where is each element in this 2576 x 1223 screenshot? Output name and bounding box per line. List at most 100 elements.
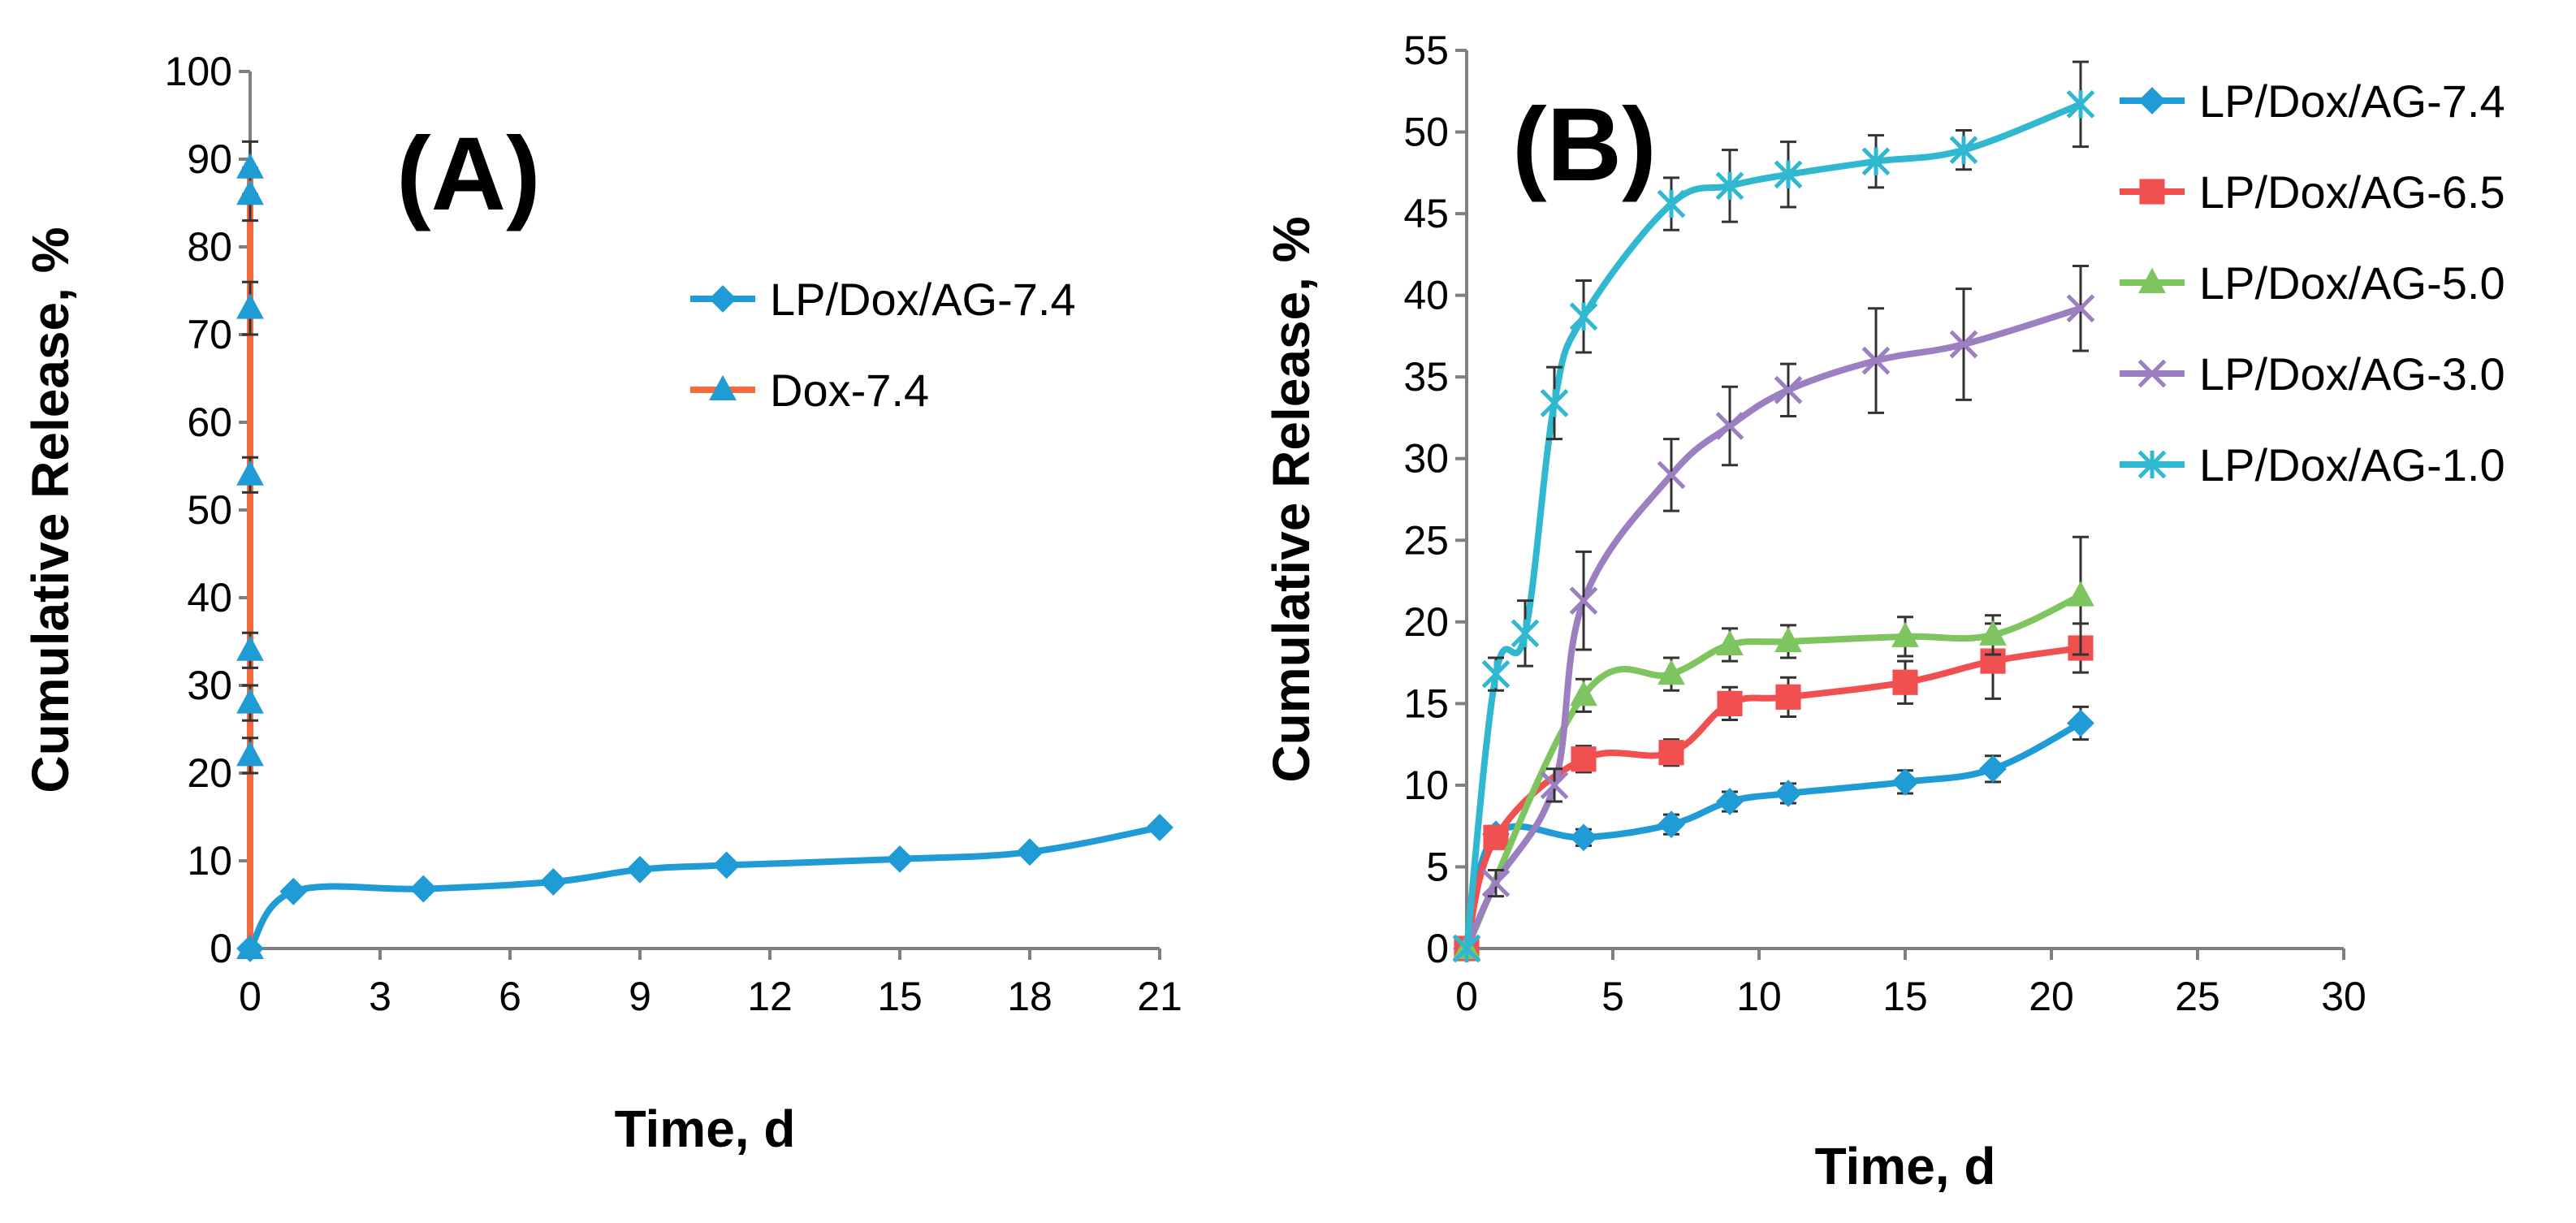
y-tick-label: 80 — [187, 224, 232, 270]
data-point — [236, 933, 264, 959]
y-tick-label: 15 — [1403, 681, 1449, 726]
y-tick-label: 30 — [187, 663, 232, 708]
data-point — [1716, 629, 1744, 655]
y-axis-title: Cumulative Release, % — [21, 227, 80, 793]
data-point — [1658, 740, 1684, 766]
legend-entry: LP/Dox/AG-3.0 — [2120, 348, 2505, 400]
y-tick-label: 90 — [187, 136, 232, 182]
series-lp-dox-ag-1-0 — [1452, 60, 2095, 963]
legend-marker — [2137, 359, 2167, 388]
data-point — [236, 688, 264, 714]
x-tick-label: 15 — [1882, 974, 1928, 1019]
x-tick-label: 9 — [629, 974, 651, 1019]
data-point — [1774, 375, 1803, 404]
data-point — [236, 635, 264, 661]
y-tick-label: 20 — [1403, 599, 1449, 645]
data-point — [2066, 294, 2095, 323]
data-point — [2066, 89, 2095, 119]
legend-entry: LP/Dox/AG-7.4 — [690, 274, 1076, 325]
legend-label: LP/Dox/AG-3.0 — [2199, 348, 2505, 400]
data-point — [1979, 754, 2007, 783]
data-point — [1483, 824, 1509, 850]
x-tick-label: 20 — [2029, 974, 2074, 1019]
y-tick-label: 5 — [1426, 844, 1449, 889]
y-tick-label: 35 — [1403, 354, 1449, 400]
legend-label: LP/Dox/AG-1.0 — [2199, 439, 2505, 490]
data-point — [1861, 147, 1891, 176]
y-tick-label: 10 — [1403, 763, 1449, 808]
x-tick-label: 12 — [747, 974, 793, 1019]
y-tick-label: 25 — [1403, 517, 1449, 563]
data-point — [1569, 302, 1598, 331]
data-point — [1016, 838, 1044, 866]
data-point — [1481, 869, 1511, 897]
data-point — [1657, 189, 1686, 218]
data-point — [409, 875, 438, 903]
legend-marker — [2138, 267, 2166, 293]
x-tick-label: 18 — [1007, 974, 1052, 1019]
data-point — [236, 460, 264, 486]
data-point — [1949, 330, 1978, 359]
data-point — [1891, 767, 1919, 796]
y-tick-label: 100 — [165, 49, 232, 94]
data-point — [1657, 460, 1686, 490]
data-point — [1979, 620, 2007, 646]
data-point — [1715, 171, 1744, 201]
data-point — [1716, 788, 1744, 815]
data-point — [1658, 659, 1685, 685]
legend-entry: LP/Dox/AG-5.0 — [2120, 257, 2505, 309]
panel-a-chart: 0 10 20 30 40 50 60 70 80 90 100 0 3 6 9 12 15 18 21 Time, … — [21, 49, 1182, 1158]
x-axis-title: Time, d — [615, 1100, 796, 1158]
data-point — [1540, 771, 1569, 800]
data-point — [1891, 621, 1919, 647]
data-point — [1481, 659, 1511, 689]
series-line — [1463, 101, 2084, 952]
data-point — [1774, 160, 1803, 189]
y-tick-label: 45 — [1403, 191, 1449, 236]
data-point — [236, 179, 264, 205]
data-point — [1717, 690, 1743, 716]
x-tick-label: 21 — [1137, 974, 1182, 1019]
data-point — [1571, 746, 1597, 772]
y-axis-title: Cumulative Release, % — [1262, 216, 1320, 782]
y-tick-label: 40 — [1403, 273, 1449, 318]
y-tick-label: 40 — [187, 575, 232, 620]
x-tick-label: 15 — [877, 974, 923, 1019]
panel-label: (A) — [396, 116, 541, 232]
legend-label: LP/Dox/AG-5.0 — [2199, 257, 2505, 309]
data-point — [236, 153, 264, 179]
data-point — [279, 877, 308, 905]
y-tick-label: 60 — [187, 400, 232, 445]
legend-entry: LP/Dox/AG-7.4 — [2120, 76, 2505, 127]
legend-entry: Dox-7.4 — [690, 365, 929, 416]
legend-entry: LP/Dox/AG-6.5 — [2120, 166, 2505, 218]
data-point — [1511, 619, 1540, 648]
data-point — [1570, 681, 1597, 707]
y-tick-label: 20 — [187, 750, 232, 796]
data-point — [886, 845, 914, 873]
series-lp-dox-ag-3-0 — [1452, 264, 2095, 963]
legend-marker — [2139, 179, 2165, 205]
y-tick-label: 50 — [1403, 110, 1449, 155]
data-point — [2067, 709, 2094, 737]
data-point — [1452, 934, 1481, 963]
y-tick-label: 50 — [187, 487, 232, 533]
y-tick-label: 10 — [187, 838, 232, 884]
legend-label: LP/Dox/AG-7.4 — [770, 274, 1076, 325]
y-tick-label: 0 — [1426, 926, 1449, 971]
legend-marker — [709, 374, 737, 400]
legend-label: LP/Dox/AG-6.5 — [2199, 166, 2505, 218]
series-lp-dox-ag-7-4 — [1453, 705, 2094, 962]
data-point — [1861, 346, 1891, 375]
y-tick-label: 55 — [1403, 28, 1449, 73]
x-tick-label: 0 — [1455, 974, 1478, 1019]
x-tick-label: 6 — [499, 974, 521, 1019]
data-point — [539, 868, 568, 896]
x-tick-label: 0 — [239, 974, 261, 1019]
data-point — [1774, 780, 1802, 807]
series-dox-7-4 — [236, 140, 264, 959]
legend-label: LP/Dox/AG-7.4 — [2199, 76, 2505, 127]
legend-entry: LP/Dox/AG-1.0 — [2120, 439, 2505, 490]
y-tick-label: 30 — [1403, 436, 1449, 482]
